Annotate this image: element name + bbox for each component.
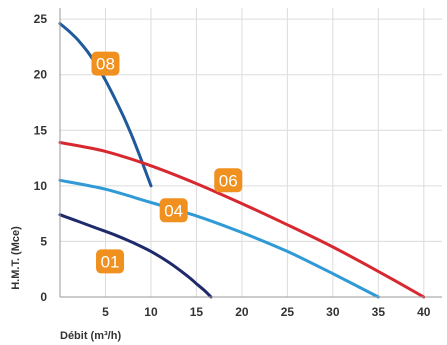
x-tick-label: 35 xyxy=(372,305,386,319)
badge-08: 08 xyxy=(91,51,120,76)
badge-box xyxy=(91,51,120,76)
curve-04 xyxy=(58,178,380,299)
badge-box xyxy=(159,198,188,223)
y-tick-label: 20 xyxy=(34,68,48,82)
x-axis-title: Débit (m³/h) xyxy=(60,330,121,342)
x-tick-label: 20 xyxy=(235,305,249,319)
curve-01 xyxy=(58,213,213,299)
y-tick-label: 25 xyxy=(34,12,48,26)
curve-06 xyxy=(58,141,426,299)
badge-01: 01 xyxy=(96,249,125,274)
y-axis-title: H.M.T. (Mce) xyxy=(10,226,22,290)
badge-label: 08 xyxy=(96,55,115,74)
badge-04: 04 xyxy=(159,198,188,223)
badge-label: 06 xyxy=(219,171,238,190)
curves xyxy=(58,22,426,299)
x-tick-label: 30 xyxy=(326,305,340,319)
badge-label: 04 xyxy=(164,201,183,220)
grid xyxy=(60,8,442,297)
x-tick-label: 25 xyxy=(281,305,295,319)
x-tick-label: 5 xyxy=(102,305,109,319)
axes xyxy=(59,8,442,298)
y-tick-label: 15 xyxy=(34,123,48,137)
series-labels: 08 06 04 01 xyxy=(91,51,243,274)
tick-labels: 5 10 15 20 25 30 35 40 0 5 10 15 20 25 xyxy=(34,12,431,319)
y-tick-label: 10 xyxy=(34,179,48,193)
badge-06: 06 xyxy=(214,168,243,193)
y-tick-label: 5 xyxy=(40,234,47,248)
curve-08 xyxy=(58,22,153,188)
x-tick-label: 10 xyxy=(144,305,158,319)
badge-box xyxy=(214,168,243,193)
x-tick-label: 40 xyxy=(417,305,431,319)
y-tick-label: 0 xyxy=(40,290,47,304)
x-tick-label: 15 xyxy=(190,305,204,319)
badge-label: 01 xyxy=(101,252,120,271)
badge-box xyxy=(96,249,125,274)
